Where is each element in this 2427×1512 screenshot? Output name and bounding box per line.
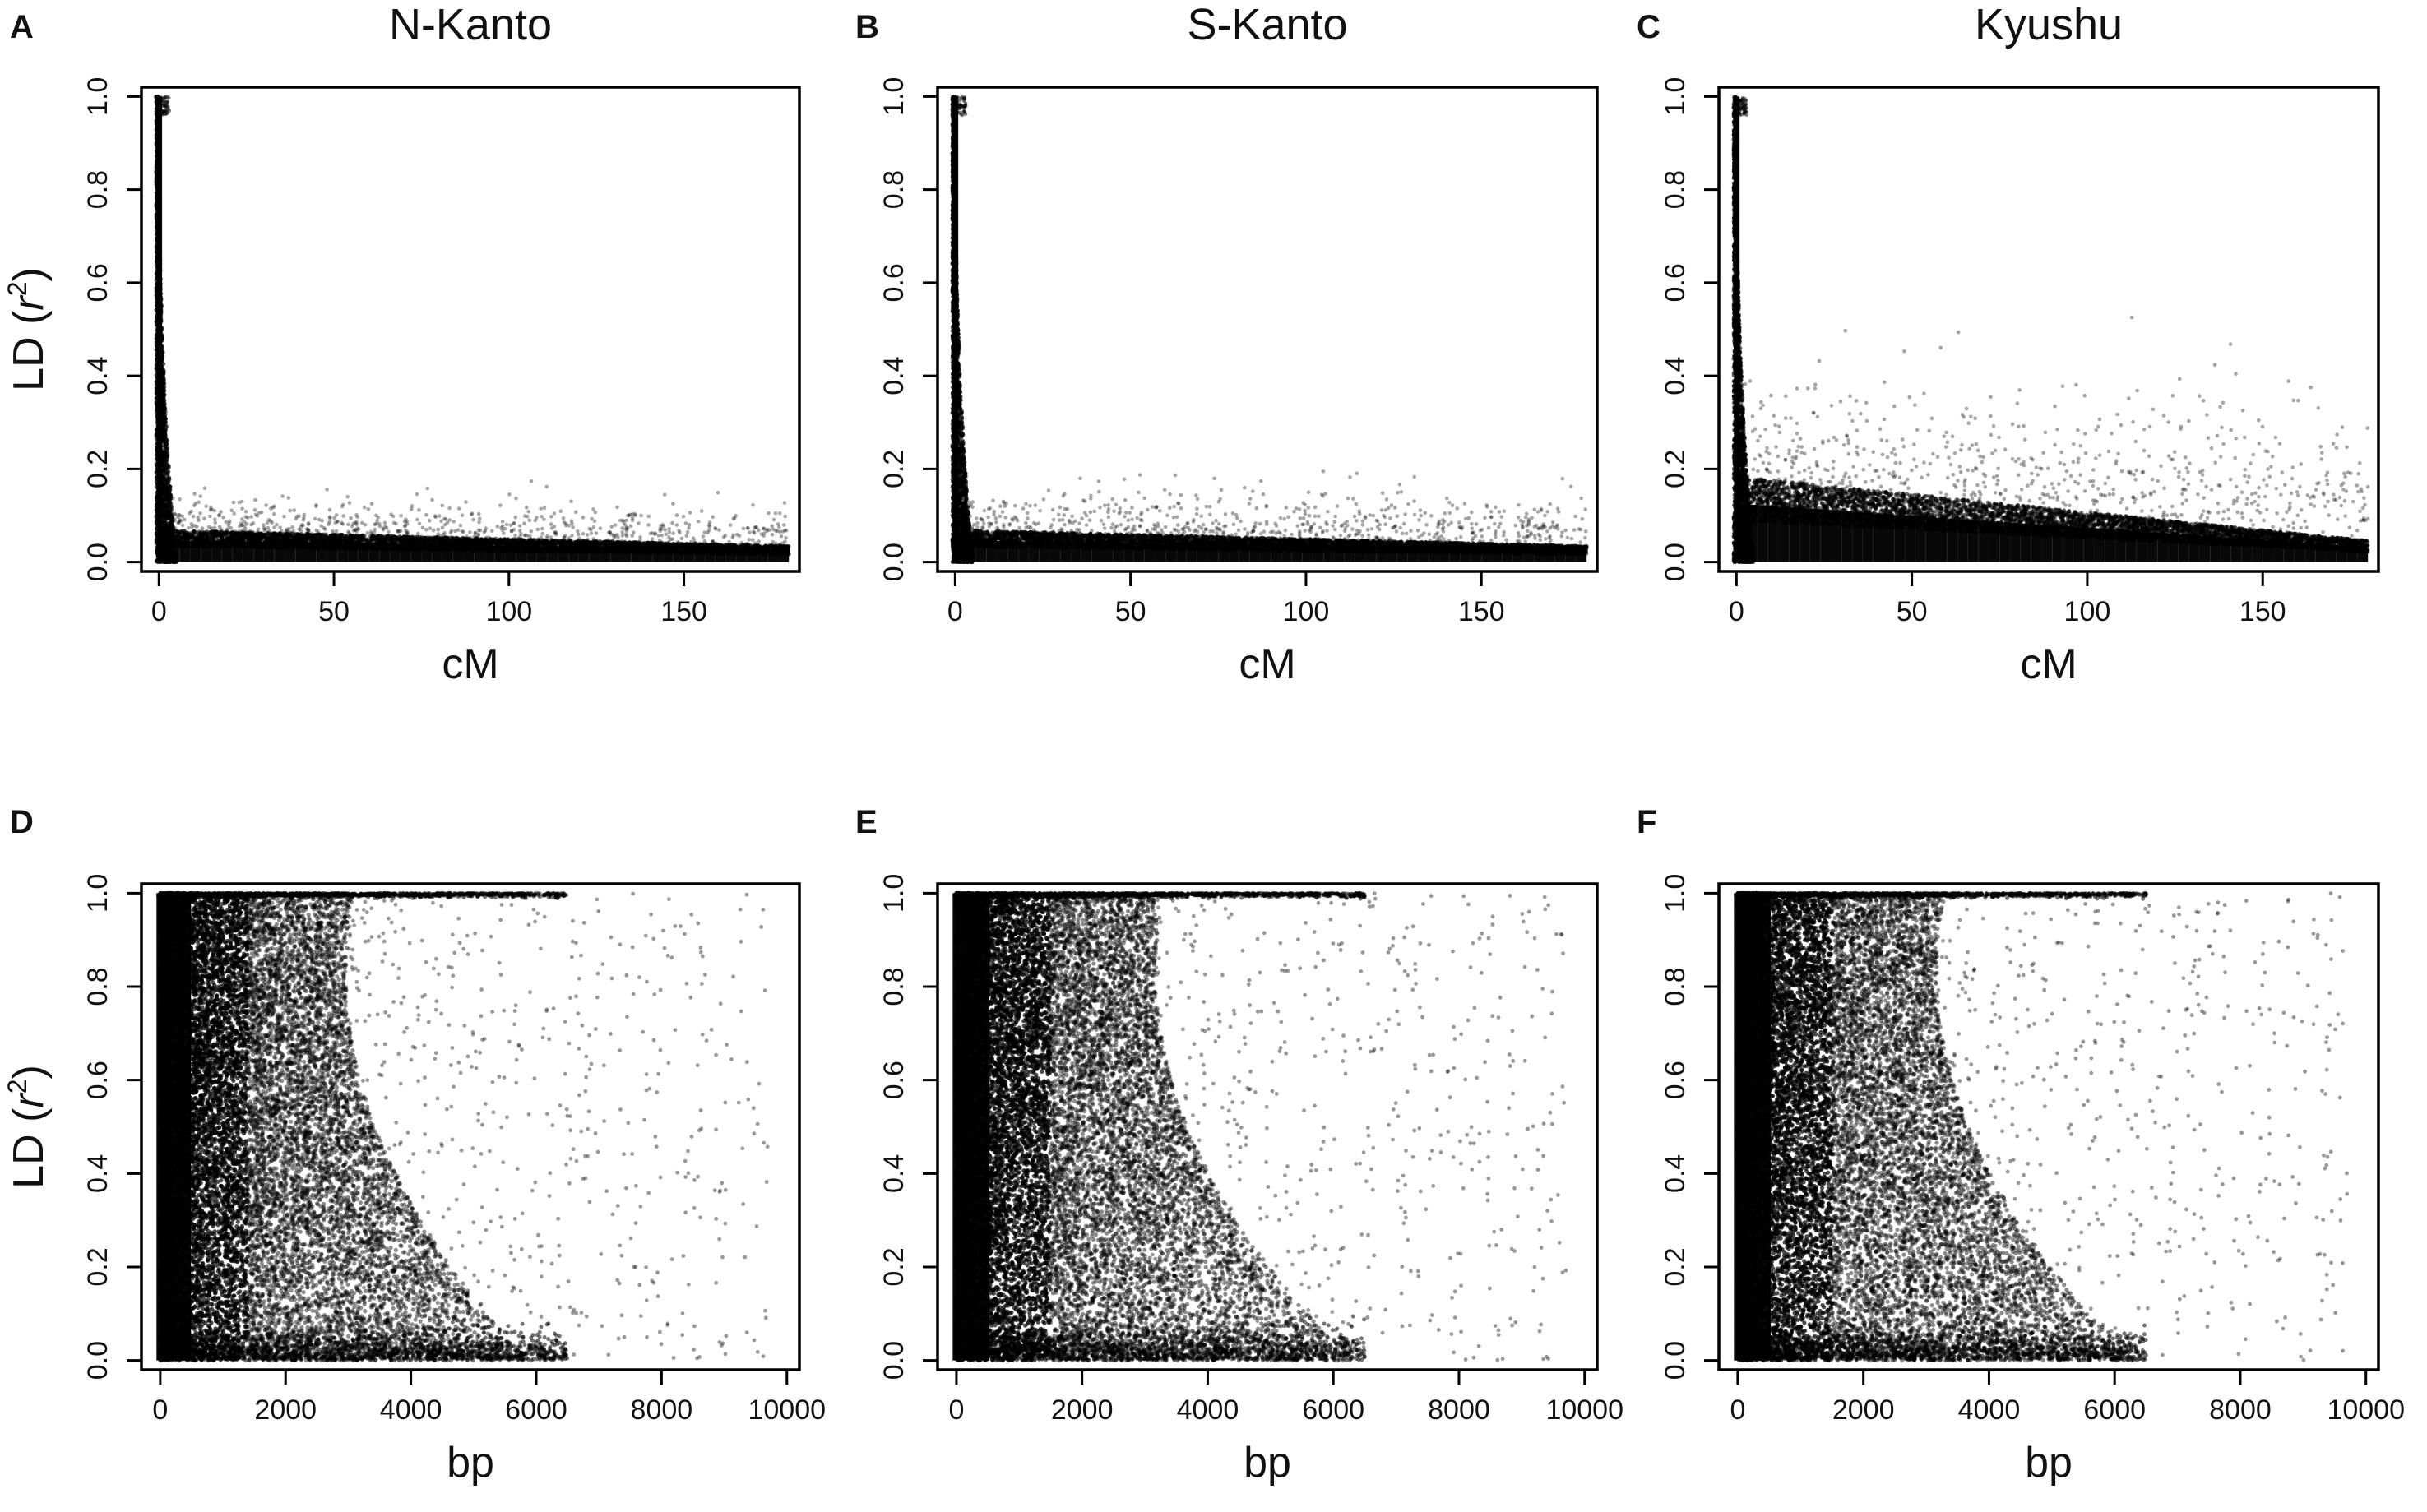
data-point: [240, 534, 244, 539]
data-point: [456, 547, 461, 551]
data-point: [364, 547, 368, 551]
data-point: [363, 534, 367, 538]
data-point: [480, 537, 484, 541]
data-point: [256, 545, 260, 549]
data-point: [786, 548, 790, 552]
data-point: [539, 548, 543, 553]
scatter-points: [154, 95, 791, 564]
data-point: [600, 549, 604, 553]
data-point: [401, 547, 405, 551]
data-point: [310, 543, 314, 548]
data-point: [434, 535, 438, 539]
data-point: [313, 546, 317, 550]
data-point: [513, 548, 517, 553]
data-point: [596, 549, 600, 553]
